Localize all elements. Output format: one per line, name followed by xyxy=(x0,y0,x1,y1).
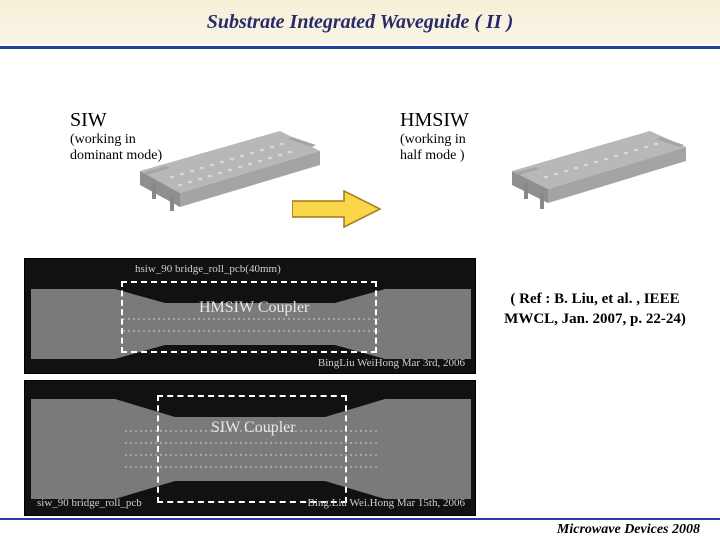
hmsiw-slab xyxy=(490,131,690,261)
footer-text: Microwave Devices 2008 xyxy=(557,522,700,538)
siw-head: SIW xyxy=(70,109,162,132)
hmsiw-sub2: half mode ) xyxy=(400,148,469,164)
hmsiw-sub1: (working in xyxy=(400,132,469,148)
title-bar: Substrate Integrated Waveguide ( II ) xyxy=(0,0,720,44)
hmsiw-label: HMSIW (working in half mode ) xyxy=(400,109,469,164)
hmsiw-head: HMSIW xyxy=(400,109,469,132)
photo2-label: SIW Coupler xyxy=(211,419,296,437)
reference-text: ( Ref : B. Liu, et al. , IEEE MWCL, Jan.… xyxy=(490,290,700,329)
photo2-credit: Bing.Liu Wei.Hong Mar 15th, 2006 xyxy=(308,497,466,509)
page-title: Substrate Integrated Waveguide ( II ) xyxy=(207,11,514,34)
arrow-icon xyxy=(292,189,382,229)
photo-siw: SIW Coupler siw_90 bridge_roll_pcb Bing.… xyxy=(24,380,476,516)
siw-slab xyxy=(120,131,320,261)
photo2-caption-left: siw_90 bridge_roll_pcb xyxy=(37,497,142,509)
photo2-highlight-box xyxy=(157,395,347,503)
upper-diagrams: SIW (working in dominant mode) HMSIW (wo… xyxy=(0,49,720,249)
photo1-credit: BingLiu WeiHong Mar 3rd, 2006 xyxy=(318,357,465,369)
photo-hmsiw: hsiw_90 bridge_roll_pcb(40mm) HMSIW Coup… xyxy=(24,258,476,374)
photo1-label: HMSIW Coupler xyxy=(199,299,309,317)
footer-rule xyxy=(0,518,720,520)
photo1-highlight-box xyxy=(121,281,377,353)
